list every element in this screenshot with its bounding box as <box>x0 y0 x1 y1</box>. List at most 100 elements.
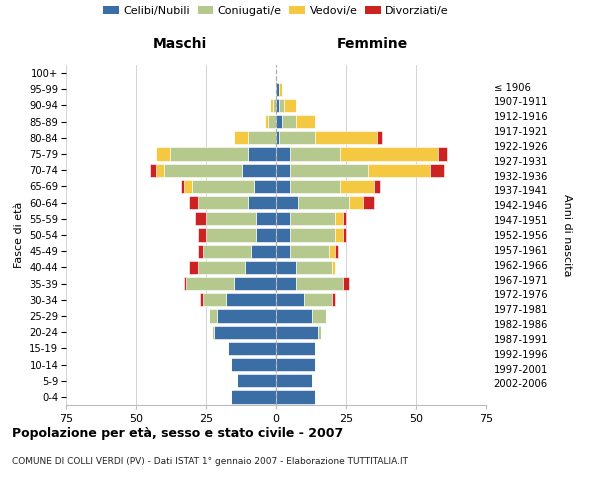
Bar <box>209 310 217 322</box>
Bar <box>343 277 349 290</box>
Bar <box>340 180 374 193</box>
Bar <box>273 99 276 112</box>
Bar <box>200 293 203 306</box>
Bar <box>284 99 296 112</box>
Bar <box>279 99 284 112</box>
Bar <box>195 212 206 226</box>
Bar <box>340 148 439 160</box>
Bar <box>377 131 382 144</box>
Bar <box>234 277 276 290</box>
Bar <box>192 180 254 193</box>
Bar <box>304 293 332 306</box>
Y-axis label: Anni di nascita: Anni di nascita <box>562 194 572 276</box>
Bar <box>214 326 276 339</box>
Bar <box>276 244 290 258</box>
Bar <box>231 358 276 371</box>
Bar <box>248 196 276 209</box>
Bar <box>298 196 349 209</box>
Bar <box>245 260 276 274</box>
Bar <box>279 82 281 96</box>
Bar <box>164 164 242 177</box>
Bar <box>276 390 315 404</box>
Bar <box>254 180 276 193</box>
Bar <box>368 164 430 177</box>
Bar <box>276 196 298 209</box>
Bar <box>155 148 170 160</box>
Bar <box>206 228 256 241</box>
Bar <box>229 342 276 355</box>
Bar <box>318 326 321 339</box>
Bar <box>206 212 256 226</box>
Text: Maschi: Maschi <box>152 38 206 52</box>
Bar <box>313 310 326 322</box>
Bar <box>155 164 164 177</box>
Bar <box>276 277 296 290</box>
Bar <box>290 180 340 193</box>
Bar <box>276 180 290 193</box>
Bar <box>237 374 276 388</box>
Bar <box>296 277 343 290</box>
Bar <box>187 277 234 290</box>
Bar <box>248 148 276 160</box>
Bar <box>276 164 290 177</box>
Bar <box>290 228 335 241</box>
Bar <box>343 212 346 226</box>
Bar <box>276 115 281 128</box>
Bar <box>226 293 276 306</box>
Bar <box>170 148 248 160</box>
Bar <box>290 244 329 258</box>
Text: Femmine: Femmine <box>337 38 408 52</box>
Bar <box>296 260 332 274</box>
Y-axis label: Fasce di età: Fasce di età <box>14 202 23 268</box>
Bar <box>290 212 335 226</box>
Bar <box>203 293 226 306</box>
Bar <box>242 164 276 177</box>
Bar <box>279 131 315 144</box>
Bar <box>217 310 276 322</box>
Bar <box>276 131 279 144</box>
Bar <box>335 244 338 258</box>
Bar <box>184 180 192 193</box>
Bar <box>276 342 315 355</box>
Bar <box>197 244 203 258</box>
Bar <box>374 180 380 193</box>
Bar <box>315 131 377 144</box>
Bar <box>276 358 315 371</box>
Bar <box>276 99 279 112</box>
Bar <box>150 164 155 177</box>
Legend: Celibi/Nubili, Coniugati/e, Vedovi/e, Divorziati/e: Celibi/Nubili, Coniugati/e, Vedovi/e, Di… <box>103 6 449 16</box>
Bar <box>271 99 273 112</box>
Bar <box>276 228 290 241</box>
Text: COMUNE DI COLLI VERDI (PV) - Dati ISTAT 1° gennaio 2007 - Elaborazione TUTTITALI: COMUNE DI COLLI VERDI (PV) - Dati ISTAT … <box>12 458 408 466</box>
Bar <box>276 326 318 339</box>
Bar <box>281 115 296 128</box>
Bar <box>203 244 251 258</box>
Bar <box>276 148 290 160</box>
Bar <box>430 164 444 177</box>
Bar <box>343 228 346 241</box>
Bar <box>251 244 276 258</box>
Bar <box>234 131 248 144</box>
Bar <box>332 293 335 306</box>
Bar <box>335 212 343 226</box>
Bar <box>248 131 276 144</box>
Bar <box>189 196 197 209</box>
Bar <box>256 228 276 241</box>
Bar <box>181 180 184 193</box>
Bar <box>439 148 447 160</box>
Bar <box>197 228 206 241</box>
Bar <box>276 374 313 388</box>
Bar <box>265 115 268 128</box>
Bar <box>189 260 197 274</box>
Bar <box>335 228 343 241</box>
Bar <box>276 293 304 306</box>
Bar <box>231 390 276 404</box>
Bar <box>332 260 335 274</box>
Bar <box>363 196 374 209</box>
Bar <box>268 115 276 128</box>
Bar <box>256 212 276 226</box>
Bar <box>349 196 363 209</box>
Bar <box>290 164 368 177</box>
Bar <box>276 310 313 322</box>
Bar <box>197 196 248 209</box>
